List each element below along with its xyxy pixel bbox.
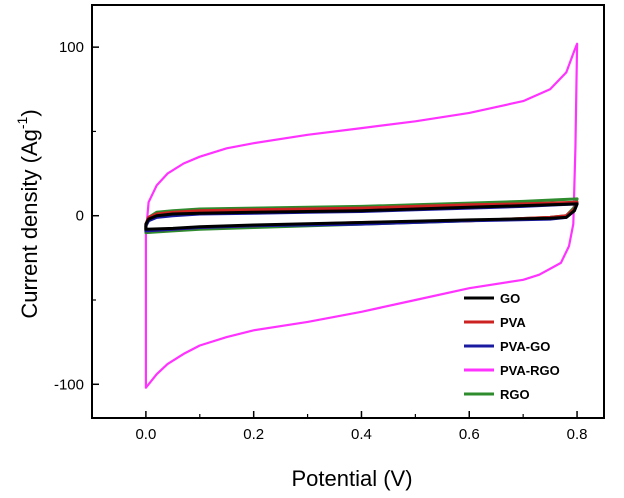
y-tick-label: 0 [76, 208, 84, 225]
series-line-go [144, 202, 579, 231]
ticks-group: 0.0 0.2 0.4 0.6 0.8 -100 0 100 [54, 39, 588, 443]
y-axis-title-superscript: -1 [14, 116, 30, 129]
x-tick-label: 0.2 [243, 426, 264, 443]
legend-label-pva-go: PVA-GO [500, 339, 550, 354]
y-axis-title-main: Current density (Ag [17, 129, 42, 319]
y-axis-title-close: ) [17, 109, 42, 116]
x-tick-label: 0.4 [351, 426, 372, 443]
plot-frame [91, 4, 605, 419]
x-axis-title: Potential (V) [291, 466, 412, 491]
legend: GO PVA PVA-GO PVA-RGO RGO [464, 291, 560, 402]
legend-label-go: GO [500, 291, 520, 306]
y-tick-label: 100 [59, 39, 84, 56]
x-tick-label: 0.6 [459, 426, 480, 443]
x-tick-label: 0.8 [567, 426, 588, 443]
x-tick-label: 0.0 [135, 426, 156, 443]
legend-label-rgo: RGO [500, 387, 530, 402]
series-line-rgo [144, 197, 579, 235]
y-axis-title: Current density (Ag-1) [14, 109, 42, 318]
y-tick-label: -100 [54, 376, 84, 393]
legend-label-pva-rgo: PVA-RGO [500, 363, 560, 378]
legend-label-pva: PVA [500, 315, 526, 330]
series-line-pva-rgo [144, 42, 579, 389]
series-group [144, 42, 579, 389]
